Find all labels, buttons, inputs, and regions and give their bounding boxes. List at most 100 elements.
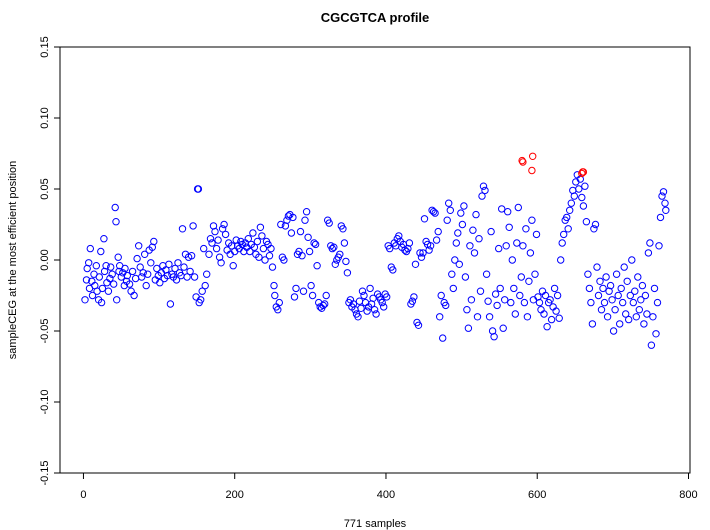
data-point	[378, 298, 386, 307]
data-point	[380, 303, 388, 311]
data-point	[360, 291, 368, 300]
data-point	[603, 313, 612, 321]
data-point	[361, 298, 370, 307]
data-point	[523, 313, 532, 321]
data-point	[612, 270, 621, 278]
data-point	[420, 215, 429, 223]
data-point	[133, 254, 141, 263]
data-point	[201, 281, 209, 290]
data-point	[336, 250, 344, 259]
data-point	[594, 291, 603, 300]
data-point	[429, 208, 438, 216]
data-point	[518, 156, 526, 165]
data-point	[432, 236, 441, 244]
data-point	[495, 244, 503, 253]
data-point	[504, 208, 512, 216]
data-point	[287, 229, 296, 237]
data-point	[128, 267, 137, 276]
data-point	[434, 227, 442, 236]
data-point	[277, 220, 285, 229]
data-point	[325, 219, 333, 227]
data-point	[250, 243, 259, 251]
data-point	[454, 229, 462, 237]
data-point	[130, 291, 138, 300]
data-point	[256, 223, 265, 232]
data-point	[121, 264, 129, 273]
data-point	[558, 239, 566, 247]
data-point	[366, 284, 374, 293]
data-point	[275, 298, 283, 307]
data-point	[567, 199, 575, 207]
data-point	[86, 244, 95, 253]
data-point	[445, 199, 453, 207]
data-point	[622, 310, 630, 318]
data-point	[198, 287, 206, 295]
data-point	[144, 270, 152, 278]
data-point	[658, 192, 666, 200]
data-point	[591, 220, 600, 229]
data-point	[267, 244, 275, 253]
data-point	[186, 267, 194, 276]
data-point	[370, 306, 379, 314]
data-point	[467, 296, 476, 304]
data-point	[526, 249, 535, 257]
data-point	[304, 233, 312, 242]
data-point	[136, 263, 144, 271]
data-point	[584, 270, 592, 278]
data-point	[111, 203, 119, 212]
data-point	[410, 293, 418, 301]
data-point	[319, 301, 327, 310]
data-point	[97, 247, 105, 256]
data-point	[457, 209, 465, 217]
data-point	[508, 256, 516, 264]
data-point	[322, 291, 330, 300]
data-point	[205, 250, 213, 259]
data-point	[108, 270, 116, 278]
data-point	[491, 290, 500, 298]
data-point	[414, 321, 423, 329]
data-point	[95, 273, 104, 281]
data-point	[330, 243, 338, 251]
data-point	[478, 192, 486, 200]
data-point	[476, 287, 485, 295]
data-point	[644, 249, 653, 257]
data-point	[525, 277, 533, 285]
plot-frame	[59, 46, 691, 474]
data-point	[578, 193, 586, 202]
data-point	[535, 298, 544, 307]
data-point	[528, 216, 536, 224]
data-point	[520, 298, 529, 307]
data-point	[514, 203, 522, 212]
data-point	[343, 269, 352, 277]
data-point	[647, 341, 656, 349]
data-point	[408, 297, 417, 305]
data-point	[626, 291, 634, 300]
data-point	[519, 158, 527, 166]
data-point	[614, 291, 622, 300]
data-point	[110, 280, 118, 288]
data-point	[102, 262, 110, 270]
data-point	[510, 284, 518, 293]
data-point	[139, 269, 147, 277]
data-point	[311, 240, 320, 249]
data-point	[550, 284, 559, 293]
data-point	[499, 324, 507, 332]
data-point	[274, 306, 282, 314]
data-point	[656, 213, 665, 222]
data-point	[165, 260, 173, 268]
data-point	[640, 320, 648, 328]
data-point	[308, 291, 317, 300]
data-point	[211, 227, 219, 236]
data-point	[268, 263, 277, 271]
data-point	[172, 276, 181, 284]
data-point	[479, 182, 488, 190]
data-point	[174, 259, 182, 267]
data-point	[487, 227, 495, 236]
data-point	[625, 315, 633, 324]
data-point	[637, 296, 645, 304]
data-point	[104, 287, 113, 295]
data-point	[342, 257, 350, 266]
data-point	[578, 169, 586, 178]
data-point	[501, 296, 509, 304]
x-tick-label: 600	[528, 489, 546, 501]
